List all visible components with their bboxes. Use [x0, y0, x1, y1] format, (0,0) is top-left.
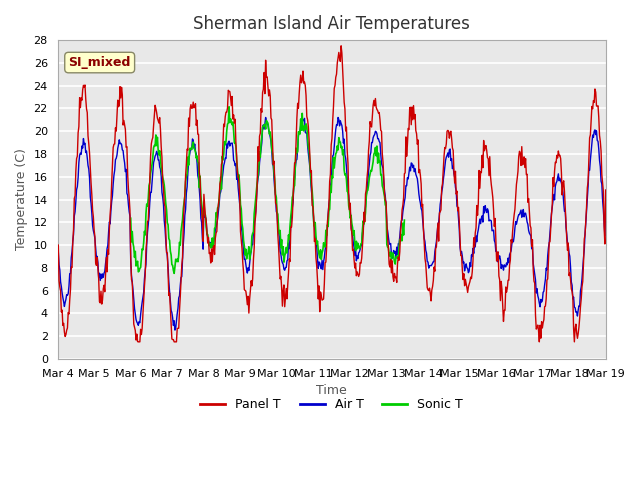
Panel T: [337, 43, 345, 48]
Air T: [416, 196, 424, 202]
Panel T: [134, 339, 142, 345]
Line: Air T: Air T: [58, 118, 605, 330]
Panel T: [63, 325, 71, 331]
Sonic T: [205, 239, 212, 244]
Y-axis label: Temperature (C): Temperature (C): [15, 149, 28, 251]
Air T: [400, 204, 408, 209]
Sonic T: [175, 240, 183, 245]
Air T: [334, 115, 342, 120]
Air T: [63, 292, 71, 298]
Panel T: [602, 187, 609, 193]
Panel T: [120, 118, 128, 123]
Panel T: [177, 294, 184, 300]
Air T: [602, 202, 609, 207]
Line: Sonic T: Sonic T: [131, 107, 404, 274]
Air T: [171, 327, 179, 333]
Panel T: [416, 167, 424, 172]
Air T: [177, 283, 184, 288]
Text: SI_mixed: SI_mixed: [68, 56, 131, 69]
Panel T: [400, 195, 408, 201]
Line: Panel T: Panel T: [58, 46, 605, 342]
Air T: [54, 240, 61, 246]
Legend: Panel T, Air T, Sonic T: Panel T, Air T, Sonic T: [195, 394, 468, 417]
X-axis label: Time: Time: [316, 384, 347, 397]
Title: Sherman Island Air Temperatures: Sherman Island Air Temperatures: [193, 15, 470, 33]
Sonic T: [398, 238, 406, 243]
Panel T: [54, 246, 61, 252]
Panel T: [205, 251, 213, 256]
Air T: [120, 155, 128, 161]
Air T: [205, 240, 213, 245]
